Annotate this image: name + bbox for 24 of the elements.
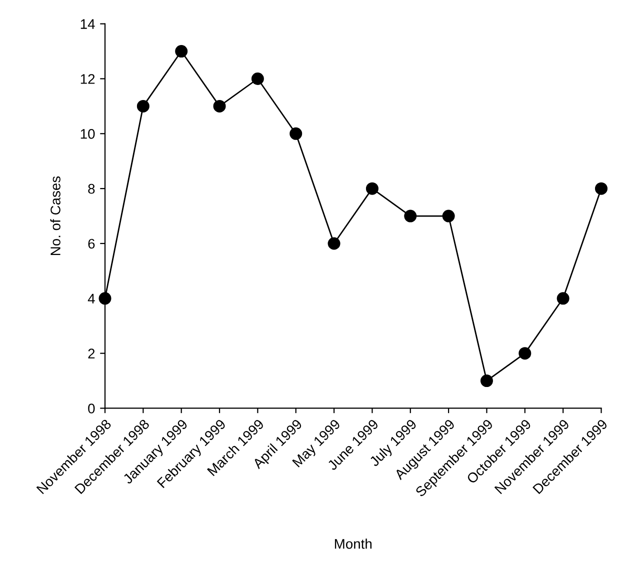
y-tick-label: 14	[80, 19, 95, 29]
y-tick-label: 12	[80, 74, 95, 84]
point	[136, 100, 150, 112]
point	[213, 100, 226, 112]
point	[595, 182, 608, 195]
point	[480, 374, 493, 388]
point	[251, 72, 264, 85]
y-tick-label: 10	[80, 128, 95, 139]
y-tick-label: 4	[88, 294, 95, 304]
y-tick-label: 0	[88, 404, 95, 414]
y-tick-label: 8	[88, 184, 95, 194]
point	[328, 237, 340, 250]
y-axis-title: No. of Cases	[50, 176, 60, 256]
point	[366, 182, 378, 195]
point	[556, 292, 570, 305]
point	[442, 210, 455, 222]
point	[290, 127, 302, 140]
point	[518, 347, 532, 360]
x-axis-title: Month	[334, 538, 372, 549]
point	[404, 210, 417, 222]
y-tick-label: 2	[88, 348, 95, 358]
y-tick-label: 6	[88, 238, 95, 249]
point	[98, 292, 112, 305]
point	[175, 45, 188, 58]
